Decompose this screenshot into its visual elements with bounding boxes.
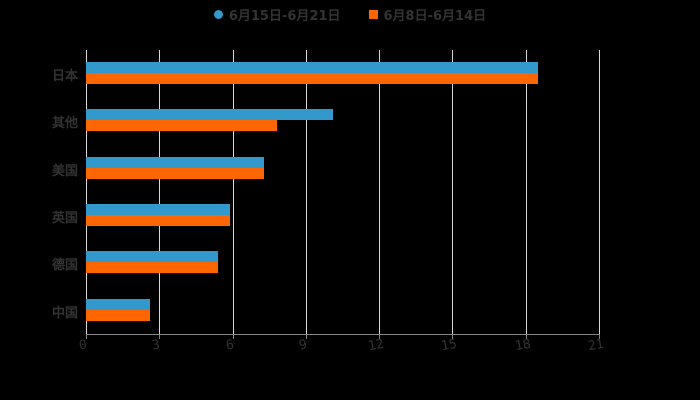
x-tick [232, 334, 234, 339]
legend-label: 6月15日-6月21日 [228, 8, 341, 24]
x-tick-label: 21 [586, 336, 606, 355]
x-tick-label: 9 [297, 337, 309, 354]
circle-marker-icon [213, 9, 223, 19]
bar-series1[interactable] [86, 204, 231, 215]
legend-item-series1[interactable]: 6月15日-6月21日 [213, 5, 341, 24]
x-tick [379, 334, 381, 339]
x-tick-label: 15 [440, 336, 459, 355]
gridline [525, 50, 527, 334]
x-axis-line [86, 334, 600, 335]
x-tick-label: 3 [151, 337, 162, 354]
gridline [599, 50, 600, 334]
x-tick-label: 12 [367, 336, 386, 355]
square-marker-icon [368, 9, 378, 19]
x-tick-label: 18 [513, 336, 532, 355]
category-label: 美国 [51, 163, 78, 179]
legend-item-series2[interactable]: 6月8日-6月14日 [368, 5, 487, 24]
bar-series2[interactable] [86, 215, 231, 226]
legend-label: 6月8日-6月14日 [383, 8, 487, 24]
chart-legend: 6月15日-6月21日 6月8日-6月14日 [0, 4, 700, 24]
gridline [159, 50, 161, 334]
category-label: 日本 [51, 69, 78, 84]
bar-series1[interactable] [86, 62, 538, 73]
gridline [305, 50, 307, 334]
category-label: 其他 [51, 116, 78, 132]
bar-series2[interactable] [86, 73, 538, 84]
gridline [232, 50, 234, 334]
category-label: 英国 [51, 211, 78, 226]
x-tick [159, 334, 161, 339]
x-tick [305, 334, 307, 339]
x-tick-label: 6 [224, 337, 235, 354]
x-tick [86, 334, 87, 339]
category-label: 德国 [51, 258, 78, 274]
bar-series2[interactable] [86, 309, 150, 321]
plot-area [86, 50, 600, 334]
gridline [379, 50, 381, 334]
bar-series1[interactable] [86, 298, 150, 310]
bar-series1[interactable] [86, 156, 265, 168]
bar-series2[interactable] [86, 262, 218, 274]
x-tick-label: 0 [77, 337, 89, 354]
category-label: 中国 [51, 305, 78, 321]
gridline [86, 50, 87, 334]
x-tick [525, 334, 527, 339]
x-tick [599, 334, 600, 339]
bar-series2[interactable] [86, 120, 277, 132]
x-tick [452, 334, 454, 339]
bar-series1[interactable] [86, 251, 218, 263]
gridline [452, 50, 454, 334]
bar-series2[interactable] [86, 167, 265, 179]
bar-series1[interactable] [86, 109, 333, 121]
